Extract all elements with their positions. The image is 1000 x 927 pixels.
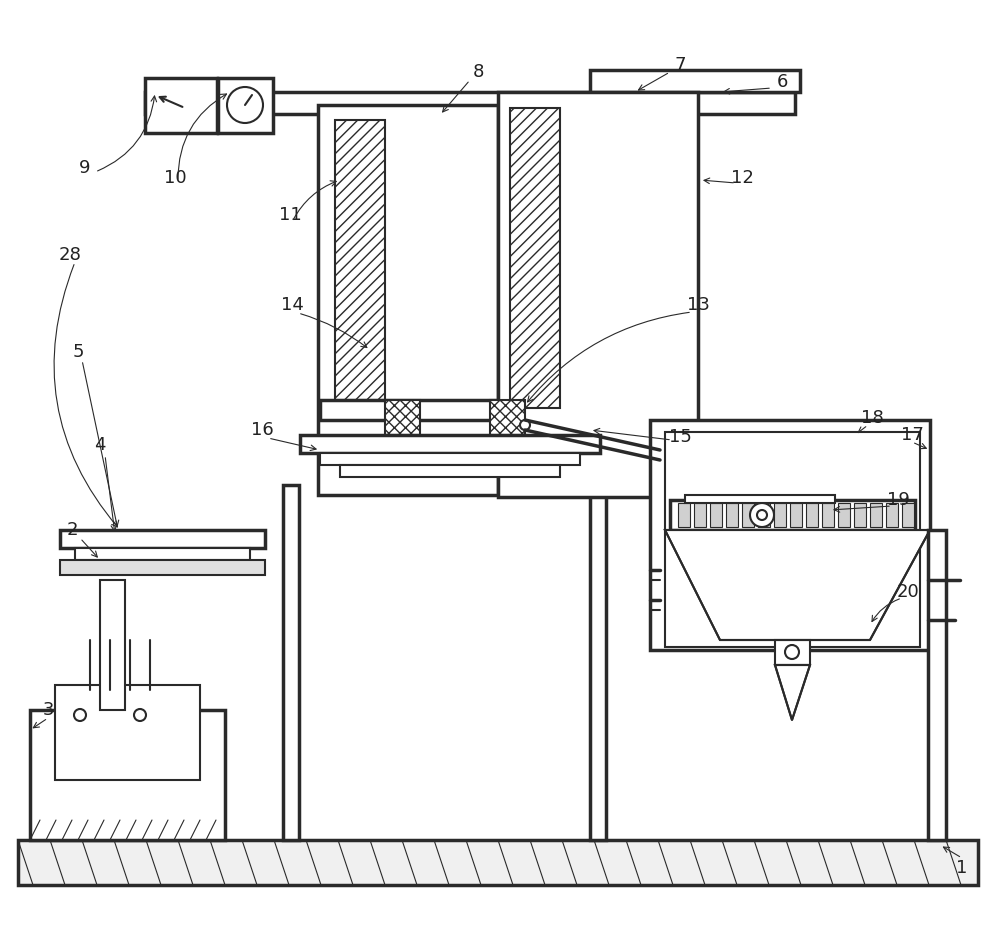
Text: 1: 1 — [956, 859, 968, 877]
Circle shape — [520, 420, 530, 430]
Bar — [300, 435, 600, 453]
Text: 12: 12 — [731, 169, 753, 187]
Bar — [145, 92, 795, 114]
Text: 10: 10 — [164, 169, 186, 187]
Bar — [335, 120, 385, 400]
Bar — [806, 503, 818, 527]
Bar — [283, 485, 299, 840]
Bar — [902, 503, 914, 527]
Bar — [318, 105, 498, 495]
Bar — [55, 685, 200, 780]
Bar — [590, 70, 800, 92]
Text: 18: 18 — [861, 409, 883, 427]
Bar — [510, 108, 560, 408]
Text: 14: 14 — [281, 296, 303, 314]
Bar — [75, 548, 250, 560]
Text: 16: 16 — [251, 421, 273, 439]
Bar — [726, 503, 738, 527]
Text: 17: 17 — [901, 426, 923, 444]
Bar — [590, 485, 606, 840]
Bar — [822, 503, 834, 527]
Bar — [498, 92, 698, 497]
Text: 15: 15 — [669, 428, 691, 446]
Bar — [650, 420, 930, 650]
Text: 11: 11 — [279, 206, 301, 224]
Text: 5: 5 — [72, 343, 84, 361]
Bar — [758, 503, 770, 527]
Bar — [774, 503, 786, 527]
Bar — [670, 500, 915, 530]
Bar — [838, 503, 850, 527]
Text: 4: 4 — [94, 436, 106, 454]
Bar — [685, 495, 835, 503]
Bar — [775, 640, 810, 665]
Bar — [320, 400, 498, 420]
Circle shape — [750, 503, 774, 527]
Text: 20: 20 — [897, 583, 919, 601]
Text: 19: 19 — [887, 491, 909, 509]
Bar — [320, 453, 580, 465]
Text: 8: 8 — [472, 63, 484, 81]
Text: 9: 9 — [79, 159, 91, 177]
Text: 7: 7 — [674, 56, 686, 74]
Polygon shape — [775, 665, 810, 720]
Bar — [678, 503, 690, 527]
Bar — [60, 560, 265, 575]
Bar — [665, 432, 920, 647]
Text: 28: 28 — [59, 246, 81, 264]
Bar — [145, 78, 217, 133]
Bar — [218, 78, 273, 133]
Bar — [60, 530, 265, 548]
Text: 13: 13 — [687, 296, 709, 314]
Bar — [790, 503, 802, 527]
Bar — [886, 503, 898, 527]
Bar — [694, 503, 706, 527]
Bar — [490, 400, 525, 435]
Bar — [928, 530, 946, 840]
Bar — [18, 840, 978, 885]
Bar — [340, 465, 560, 477]
Text: 6: 6 — [776, 73, 788, 91]
Polygon shape — [665, 530, 930, 640]
Bar — [854, 503, 866, 527]
Bar — [710, 503, 722, 527]
Bar — [742, 503, 754, 527]
Text: 2: 2 — [66, 521, 78, 539]
Bar — [30, 710, 225, 840]
Bar — [100, 580, 125, 710]
Bar — [870, 503, 882, 527]
Bar — [385, 400, 420, 435]
Text: 3: 3 — [42, 701, 54, 719]
